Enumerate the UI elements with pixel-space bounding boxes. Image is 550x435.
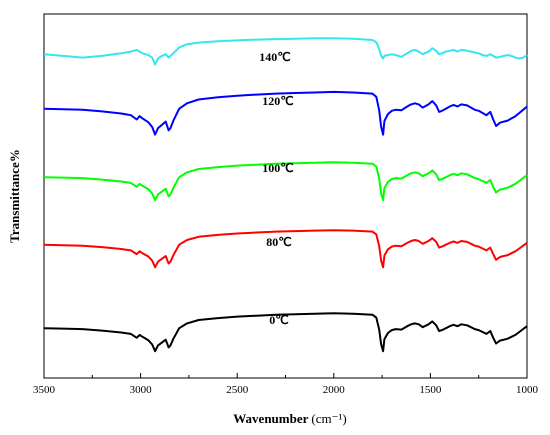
series-label-80: 80℃: [266, 235, 291, 249]
series-label-100: 100℃: [262, 161, 293, 175]
x-tick-label: 2500: [226, 384, 249, 396]
x-tick-label: 1500: [419, 384, 442, 396]
series-layer: [43, 37, 528, 353]
series-label-140: 140℃: [259, 50, 290, 64]
x-tick-label: 3000: [130, 384, 153, 396]
x-axis-title-unit: (cm⁻¹): [311, 411, 346, 426]
series-line-0: [43, 312, 528, 353]
x-tick-label: 3500: [33, 384, 56, 396]
x-axis-title-main: Wavenumber: [233, 411, 308, 426]
x-tick-label: 2000: [323, 384, 346, 396]
series-line-4: [43, 37, 528, 66]
y-axis-title: Transmittance%: [7, 149, 22, 243]
x-tick-label: 1000: [516, 384, 539, 396]
series-label-0: 0℃: [269, 313, 288, 327]
x-axis-ticks: 3500 3000 2500 2000 1500 1000: [33, 373, 539, 396]
series-label-120: 120℃: [262, 94, 293, 108]
x-axis-title: Wavenumber (cm⁻¹): [233, 411, 346, 426]
series-line-1: [43, 229, 528, 269]
series-line-3: [43, 90, 528, 136]
series-line-2: [43, 161, 528, 202]
